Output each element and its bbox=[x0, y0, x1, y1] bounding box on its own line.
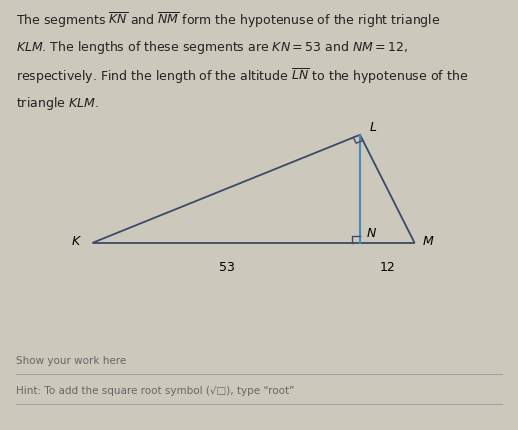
Text: L: L bbox=[369, 120, 377, 133]
Text: triangle $KLM$.: triangle $KLM$. bbox=[16, 95, 98, 111]
Text: K: K bbox=[72, 234, 80, 247]
Text: N: N bbox=[366, 227, 376, 240]
Text: 12: 12 bbox=[379, 260, 395, 273]
Text: Hint: To add the square root symbol (√□), type “root”: Hint: To add the square root symbol (√□)… bbox=[16, 385, 294, 395]
Text: $KLM$. The lengths of these segments are $KN = 53$ and $NM = 12$,: $KLM$. The lengths of these segments are… bbox=[16, 39, 408, 55]
Text: respectively. Find the length of the altitude $\overline{LN}$ to the hypotenuse : respectively. Find the length of the alt… bbox=[16, 67, 468, 86]
Text: M: M bbox=[422, 234, 433, 247]
Text: 53: 53 bbox=[219, 260, 235, 273]
Text: The segments $\overline{KN}$ and $\overline{NM}$ form the hypotenuse of the righ: The segments $\overline{KN}$ and $\overl… bbox=[16, 11, 440, 30]
Text: Show your work here: Show your work here bbox=[16, 355, 126, 365]
